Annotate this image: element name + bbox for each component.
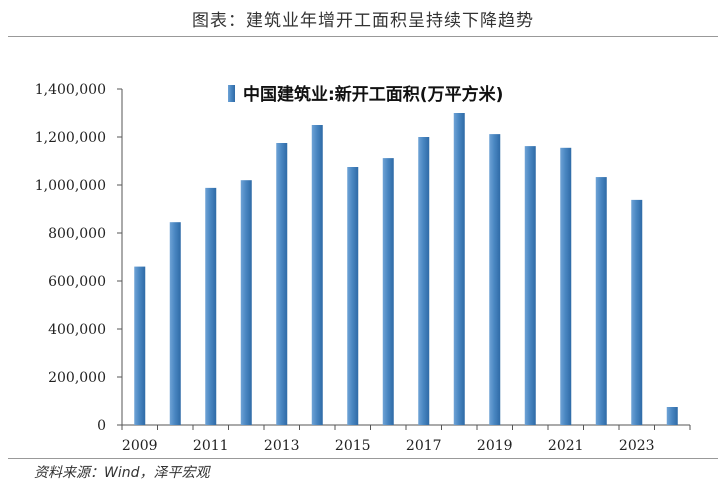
y-tick-label: 200,000 (48, 370, 106, 386)
y-tick-label: 600,000 (48, 274, 106, 290)
bars (134, 113, 678, 426)
x-tick-label: 2019 (477, 438, 513, 454)
x-axis: 2009 2011 2013 2015 2017 2019 2021 2023 (121, 424, 691, 454)
x-tick-label: 2011 (193, 438, 229, 454)
bar-2012 (240, 180, 252, 425)
x-tick-label: 2017 (406, 438, 442, 454)
legend-swatch (228, 85, 235, 102)
title-rule (8, 36, 718, 37)
bar-2020 (524, 146, 536, 425)
y-axis: 0 200,000 400,000 600,000 800,000 1,000,000 1,… (35, 82, 123, 434)
legend: 中国建筑业:新开工面积(万平方米) (228, 84, 503, 105)
x-tick-label: 2023 (619, 438, 655, 454)
bar-2009 (134, 266, 146, 425)
bar-2014 (311, 125, 323, 425)
bar-2013 (276, 143, 288, 425)
bar-2011 (205, 187, 217, 425)
source-rule (8, 458, 718, 459)
y-tick-label: 800,000 (48, 226, 106, 242)
bar-2015 (347, 167, 359, 425)
y-tick-label: 1,200,000 (35, 130, 106, 146)
y-tick-label: 400,000 (48, 322, 106, 338)
legend-label: 中国建筑业:新开工面积(万平方米) (243, 84, 503, 105)
x-tick-label: 2013 (264, 438, 300, 454)
source-note: 资料来源：Wind，泽平宏观 (34, 465, 210, 481)
bar-2019 (489, 134, 501, 425)
bar-2021 (560, 147, 572, 426)
y-tick-label: 1,400,000 (35, 82, 106, 98)
y-tick-label: 1,000,000 (35, 178, 106, 194)
x-tick-label: 2021 (548, 438, 584, 454)
bar-2022 (595, 177, 607, 425)
bar-2023 (631, 199, 643, 425)
figure-title: 图表：建筑业年增开工面积呈持续下降趋势 (192, 11, 534, 31)
bar-2016 (382, 158, 394, 425)
bar-2018 (453, 113, 465, 425)
x-tick-label: 2009 (122, 438, 158, 454)
x-tick-label: 2015 (335, 438, 371, 454)
bar-2017 (418, 137, 430, 425)
bar-2024 (666, 407, 678, 425)
y-tick-label: 0 (97, 418, 106, 434)
bar-2010 (169, 222, 181, 425)
